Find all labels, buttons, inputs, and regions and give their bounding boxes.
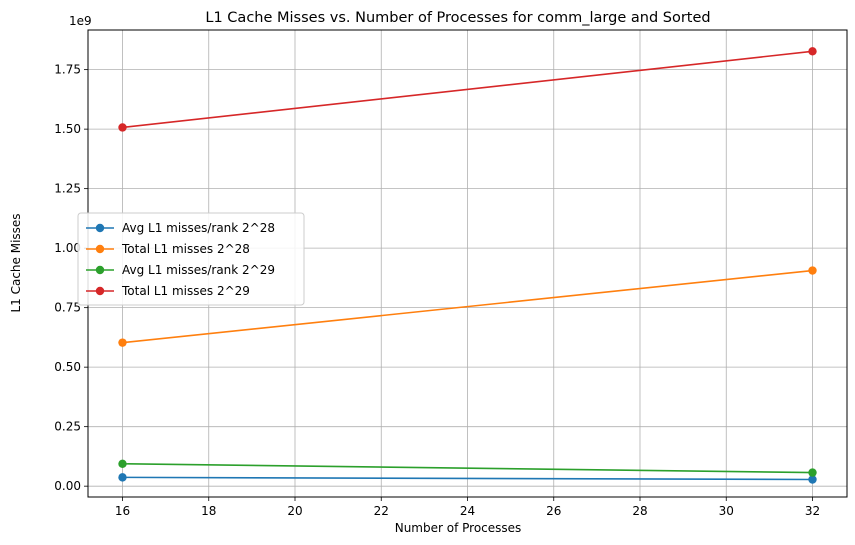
y-tick-label: 1.25 (54, 182, 81, 196)
data-point-series-4 (808, 47, 817, 56)
y-tick-label: 0.50 (54, 360, 81, 374)
x-tick-label: 20 (287, 504, 302, 518)
chart-title: L1 Cache Misses vs. Number of Processes … (205, 10, 710, 26)
legend-label: Total L1 misses 2^28 (121, 242, 250, 256)
series-layer (118, 47, 817, 484)
y-offset-label: 1e9 (69, 14, 92, 28)
tick-layer: 16 18 20 22 24 26 28 30 32 0.00 0.25 0.50 0.75 1.00 1.… (54, 63, 820, 518)
x-tick-label: 30 (719, 504, 734, 518)
data-point-series-4 (118, 123, 127, 132)
x-tick-label: 22 (374, 504, 389, 518)
legend-marker (95, 223, 105, 233)
legend-label: Avg L1 misses/rank 2^28 (122, 221, 275, 235)
y-axis-label: L1 Cache Misses (9, 213, 23, 312)
y-tick-label: 1.75 (54, 63, 81, 77)
x-tick-label: 18 (201, 504, 216, 518)
y-tick-label: 0.75 (54, 301, 81, 315)
y-tick-label: 1.00 (54, 241, 81, 255)
series-line-3 (122, 462, 813, 474)
data-point-series-2 (118, 338, 127, 347)
y-tick-label: 0.25 (54, 420, 81, 434)
legend-label: Avg L1 misses/rank 2^29 (122, 263, 275, 277)
legend-box (77, 212, 305, 306)
y-tick-label: 1.50 (54, 122, 81, 136)
x-tick-label: 28 (632, 504, 647, 518)
series-line-2 (122, 269, 813, 344)
series-line-4 (122, 50, 813, 129)
data-point-series-3 (808, 468, 817, 477)
x-tick-label: 24 (460, 504, 475, 518)
y-tick-label: 0.00 (54, 479, 81, 493)
data-point-series-1 (808, 475, 817, 484)
legend-marker (95, 286, 105, 296)
x-tick-label: 16 (115, 504, 130, 518)
data-point-series-2 (808, 266, 817, 275)
legend: Avg L1 misses/rank 2^28 Total L1 misses 2… (77, 212, 305, 306)
series-line-1 (122, 476, 813, 481)
x-tick-label: 26 (546, 504, 561, 518)
data-point-series-1 (118, 473, 127, 482)
legend-label: Total L1 misses 2^29 (121, 284, 250, 298)
x-axis-label: Number of Processes (395, 521, 522, 535)
legend-marker (95, 244, 105, 254)
x-tick-label: 32 (805, 504, 820, 518)
legend-marker (95, 265, 105, 275)
data-point-series-3 (118, 459, 127, 468)
